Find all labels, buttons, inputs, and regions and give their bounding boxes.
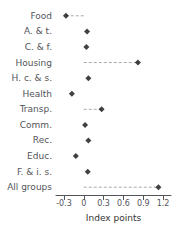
svg-text:H. c. & s.: H. c. & s.: [12, 73, 52, 83]
svg-text:0.6: 0.6: [117, 199, 130, 208]
svg-text:C. & f.: C. & f.: [25, 42, 52, 52]
svg-text:Health: Health: [22, 89, 52, 99]
svg-text:1.2: 1.2: [157, 199, 170, 208]
svg-text:0.3: 0.3: [97, 199, 110, 208]
svg-text:All groups: All groups: [7, 182, 52, 192]
svg-text:Food: Food: [30, 11, 52, 21]
svg-text:Comm.: Comm.: [20, 120, 52, 130]
svg-text:Educ.: Educ.: [27, 151, 52, 161]
svg-text:-0.3: -0.3: [56, 199, 72, 208]
svg-text:Transp.: Transp.: [19, 104, 52, 114]
svg-text:A. & t.: A. & t.: [24, 26, 52, 36]
svg-text:0.9: 0.9: [137, 199, 150, 208]
svg-text:F. & i. s.: F. & i. s.: [17, 167, 52, 177]
svg-text:Housing: Housing: [15, 58, 52, 68]
svg-text:Index points: Index points: [86, 213, 142, 223]
svg-text:0: 0: [81, 199, 86, 208]
svg-text:Rec.: Rec.: [33, 135, 52, 145]
